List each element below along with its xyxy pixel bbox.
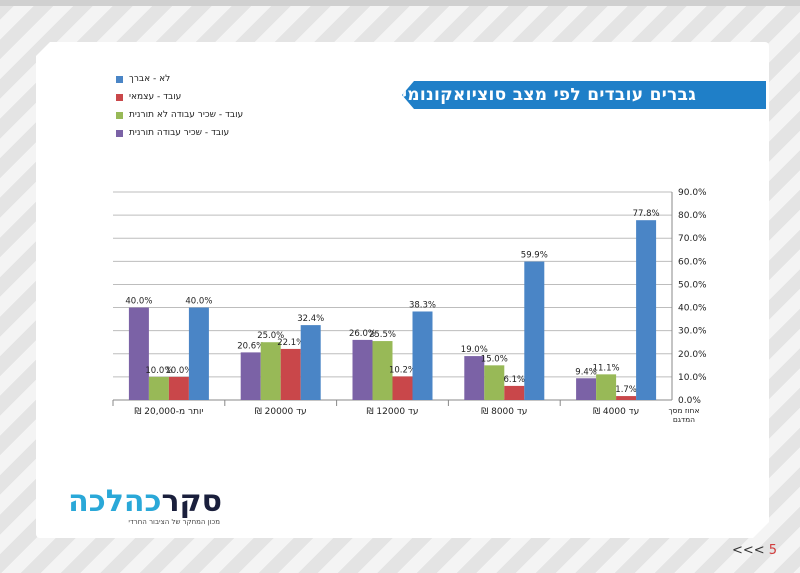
pager[interactable]: <<< 5 bbox=[732, 543, 777, 558]
data-label: 32.4% bbox=[297, 314, 324, 324]
page-number: 5 bbox=[768, 543, 777, 558]
y-tick-label: 80.0% bbox=[678, 211, 707, 221]
logo-subtitle: מכון המחקר של הציבור החרדי bbox=[128, 518, 220, 526]
data-label: 6.1% bbox=[503, 375, 525, 385]
data-label: 11.1% bbox=[593, 363, 620, 373]
bar bbox=[168, 376, 189, 400]
legend-item: עובד - שכיר עבודה לא תורנית bbox=[116, 106, 243, 124]
x-tick-label: עד 20000 ₪ bbox=[255, 407, 307, 417]
logo-wordmark: סקרכהלכה bbox=[68, 484, 222, 519]
bar bbox=[352, 339, 373, 400]
y-tick-label: 40.0% bbox=[678, 304, 707, 314]
legend-item: עובד - עצמאי bbox=[116, 88, 243, 106]
logo-blue-text: כהלכה bbox=[68, 484, 162, 519]
y-axis-title: אחוז מסך bbox=[669, 406, 700, 415]
data-label: 22.1% bbox=[277, 338, 304, 348]
bar bbox=[280, 348, 301, 400]
bar bbox=[128, 307, 149, 400]
x-tick-label: יותר מ-20,000 ₪ bbox=[134, 407, 203, 417]
bar bbox=[576, 378, 597, 400]
data-label: 59.9% bbox=[521, 251, 548, 261]
data-label: 77.8% bbox=[633, 209, 660, 219]
y-tick-label: 20.0% bbox=[678, 350, 707, 360]
title-banner: גברים עובדים לפי מצב סוציואקונומי bbox=[402, 81, 766, 109]
x-tick-label: עד 4000 ₪ bbox=[593, 407, 639, 417]
bar bbox=[636, 220, 657, 400]
y-tick-label: 70.0% bbox=[678, 234, 707, 244]
legend-item: לא - אברך bbox=[116, 70, 243, 88]
data-label: 19.0% bbox=[461, 345, 488, 355]
data-label: 25.5% bbox=[369, 330, 396, 340]
y-tick-label: 0.0% bbox=[678, 396, 701, 406]
legend-swatch bbox=[116, 93, 123, 101]
x-tick-label: עד 12000 ₪ bbox=[367, 407, 419, 417]
top-strip bbox=[0, 0, 800, 6]
bar bbox=[148, 376, 169, 400]
legend-swatch bbox=[116, 75, 123, 83]
legend-label: עובד - שכיר עבודה תורנית bbox=[129, 128, 230, 138]
bar bbox=[504, 385, 525, 400]
page-title: גברים עובדים לפי מצב סוציואקונומי bbox=[402, 85, 697, 105]
bar bbox=[616, 396, 637, 400]
bar bbox=[260, 342, 281, 400]
y-tick-label: 90.0% bbox=[678, 188, 707, 198]
chart-legend: לא - אברך עובד - עצמאי עובד - שכיר עבודה ל… bbox=[116, 70, 243, 142]
y-tick-label: 50.0% bbox=[678, 280, 707, 290]
back-arrows[interactable]: <<< bbox=[732, 543, 765, 558]
legend-item: עובד - שכיר עבודה תורנית bbox=[116, 124, 243, 142]
legend-label: עובד - שכיר עבודה לא תורנית bbox=[129, 110, 244, 120]
data-label: 40.0% bbox=[125, 297, 152, 307]
legend-swatch bbox=[116, 129, 123, 137]
bar bbox=[240, 352, 261, 400]
data-label: 40.0% bbox=[185, 297, 212, 307]
bar bbox=[188, 307, 209, 400]
y-axis-title: המדגם bbox=[673, 415, 695, 424]
bar bbox=[412, 311, 433, 400]
bar bbox=[372, 341, 393, 400]
bar bbox=[524, 261, 545, 400]
data-label: 25.0% bbox=[257, 331, 284, 341]
data-label: 38.3% bbox=[409, 300, 436, 310]
bar bbox=[392, 376, 413, 400]
y-tick-label: 60.0% bbox=[678, 257, 707, 267]
y-tick-label: 10.0% bbox=[678, 373, 707, 383]
data-label: 9.4% bbox=[575, 367, 597, 377]
x-tick-label: עד 8000 ₪ bbox=[481, 407, 527, 417]
logo-dark-text: סקר bbox=[161, 484, 222, 519]
bar bbox=[596, 374, 617, 400]
data-label: 10.0% bbox=[145, 366, 172, 376]
legend-swatch bbox=[116, 111, 123, 119]
legend-label: לא - אברך bbox=[129, 74, 171, 84]
data-label: 1.7% bbox=[615, 385, 637, 395]
bar bbox=[484, 365, 505, 400]
data-label: 10.2% bbox=[389, 365, 416, 375]
data-label: 15.0% bbox=[481, 354, 508, 364]
y-tick-label: 30.0% bbox=[678, 327, 707, 337]
data-label: 10.0% bbox=[165, 366, 192, 376]
bar bbox=[300, 325, 321, 400]
legend-label: עובד - עצמאי bbox=[129, 92, 182, 102]
data-label: 26.0% bbox=[349, 329, 376, 339]
data-label: 20.6% bbox=[237, 341, 264, 351]
logo: סקרכהלכה מכון המחקר של הציבור החרדי bbox=[62, 484, 222, 528]
bar bbox=[464, 356, 485, 400]
